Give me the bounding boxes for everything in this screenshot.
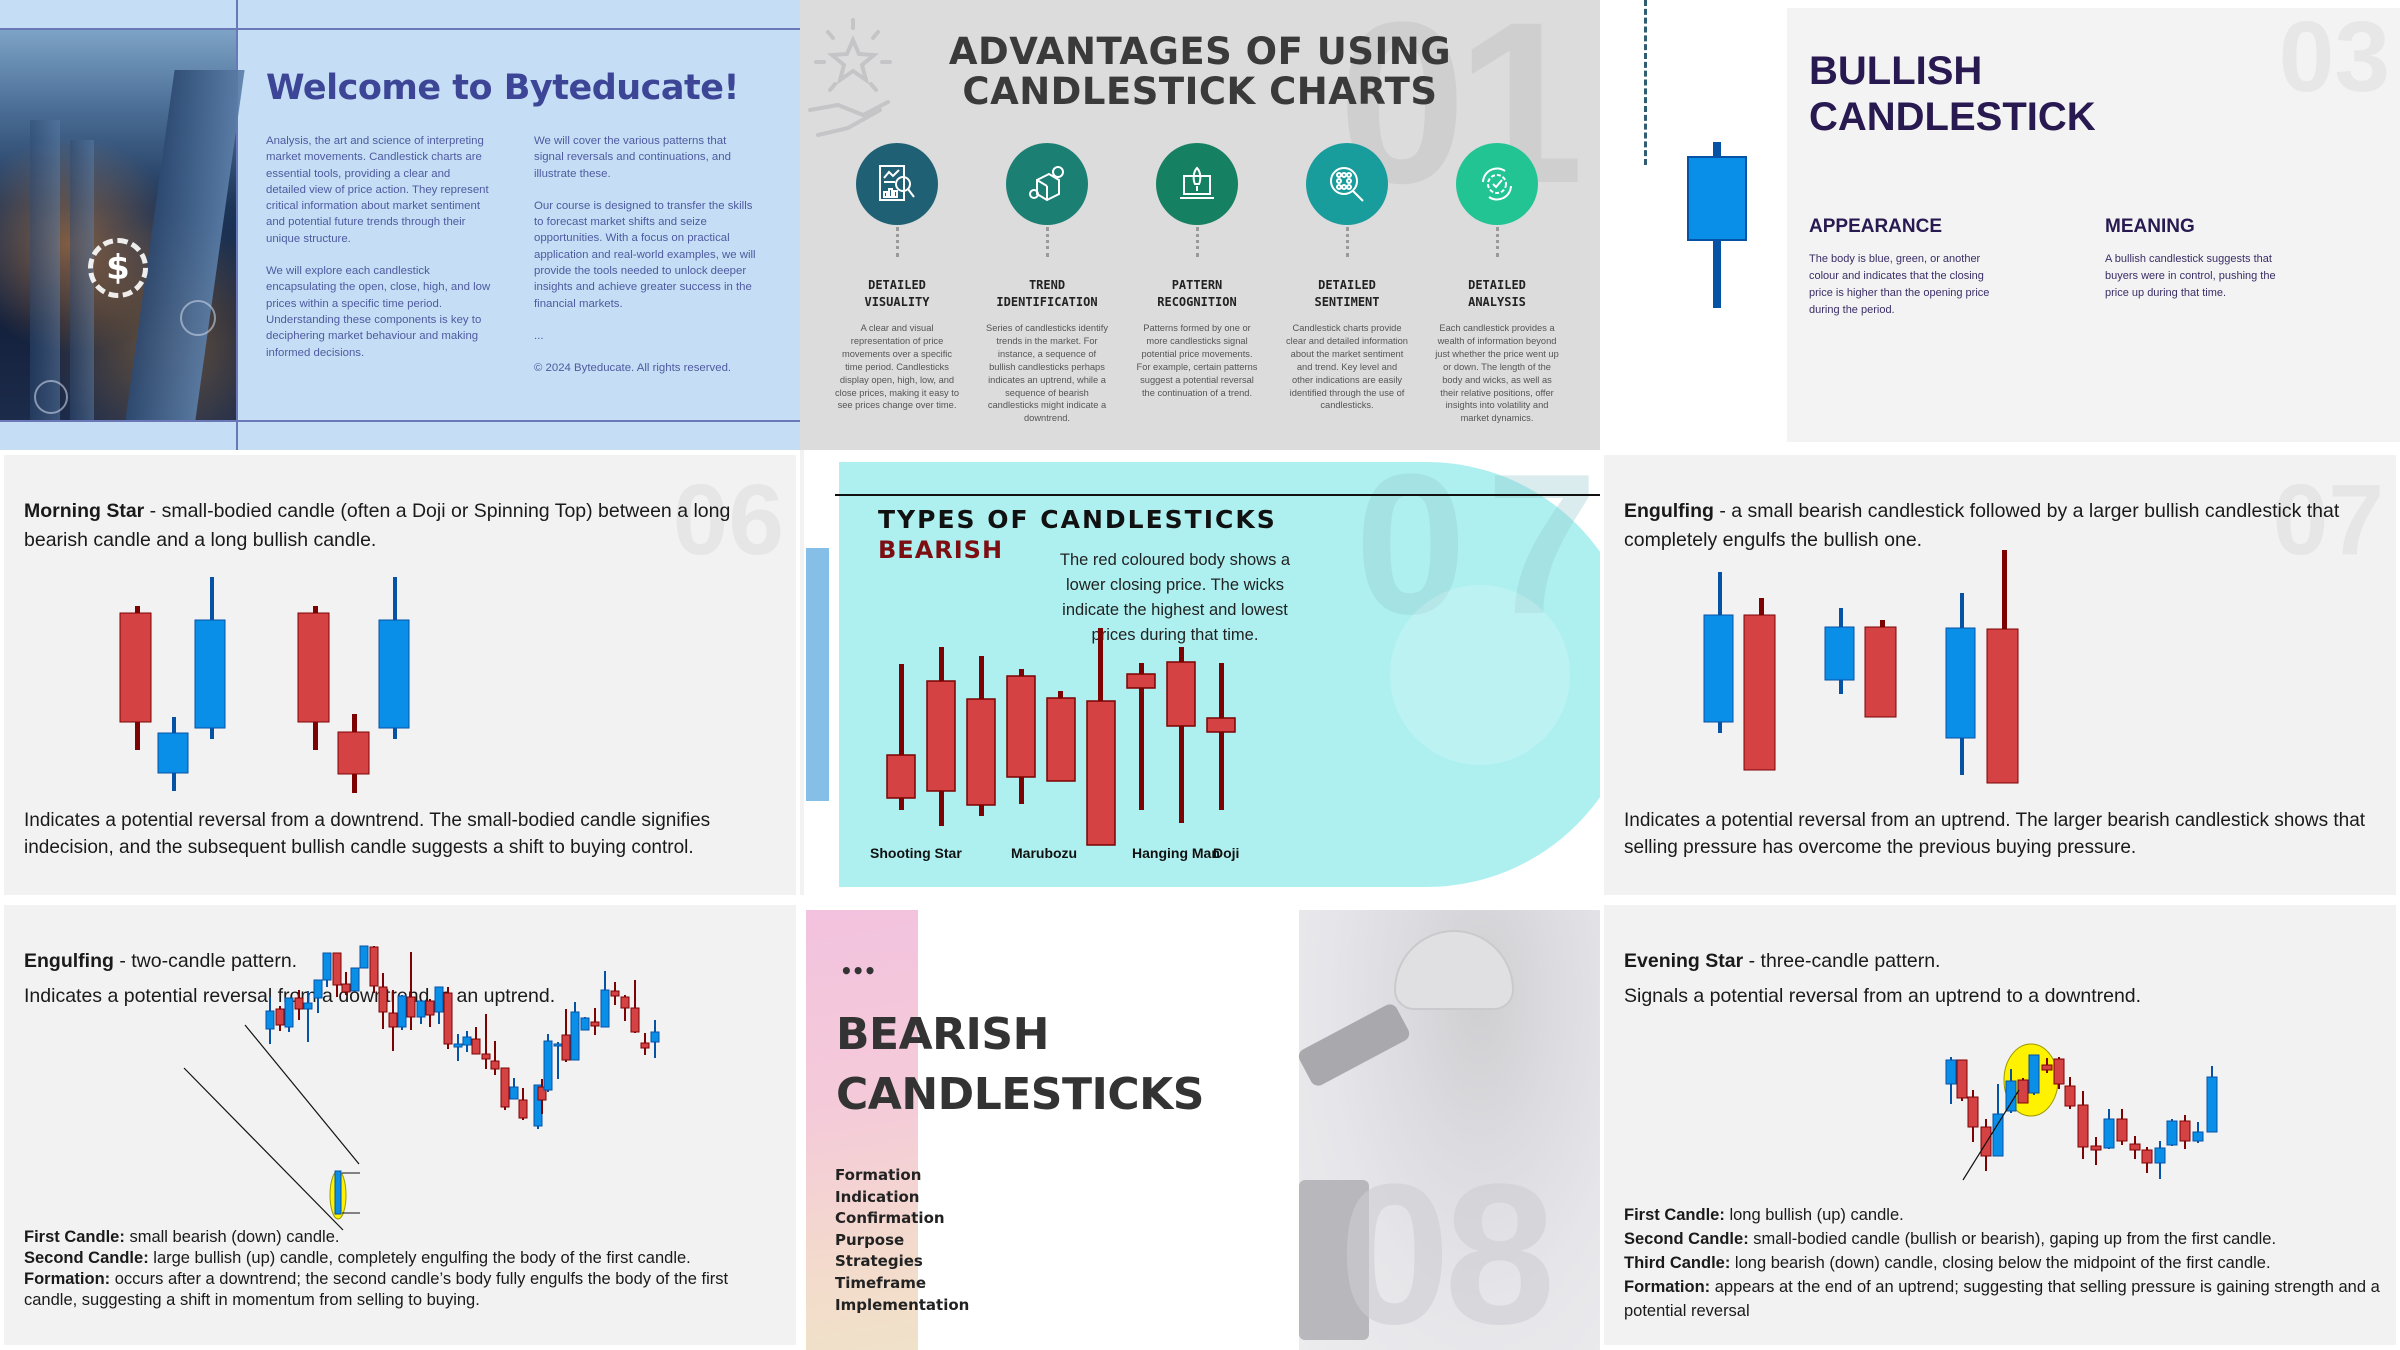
candle-label: Doji <box>1213 845 1240 861</box>
bullish-candlestick-slide[interactable]: 03 BULLISH CANDLESTICK APPEARANCE The bo… <box>1600 0 2400 450</box>
advantage-item: TREND IDENTIFICATION Series of candlestic… <box>972 143 1122 425</box>
divider-top <box>0 28 800 30</box>
advantages-title: ADVANTAGES OF USING CANDLESTICK CHARTS <box>948 30 1452 113</box>
paragraph: We will explore each candlestick encapsu… <box>266 265 491 359</box>
advantage-item: PATTERN RECOGNITION Patterns formed by on… <box>1122 143 1272 425</box>
slide-number: 06 <box>672 464 784 576</box>
star-hand-icon <box>808 18 892 137</box>
evening-star-slide[interactable]: Evening Star - three-candle pattern. Sig… <box>1604 905 2396 1345</box>
appearance-text: The body is blue, green, or another colo… <box>1809 253 1990 316</box>
candle-label: Shooting Star <box>870 845 962 861</box>
accent-bar <box>806 548 829 801</box>
pattern-footer: Indicates a potential reversal from a do… <box>24 810 711 858</box>
dollar-icon: $ <box>88 238 148 298</box>
engulfing-bearish-chart <box>1703 550 2019 784</box>
pattern-heading: Evening Star - three-candle pattern. Sig… <box>1624 947 2384 1011</box>
gear-cycle-check-icon <box>1456 143 1538 225</box>
report-magnifier-icon <box>856 143 938 225</box>
types-subtitle: BEARISH <box>878 536 1004 564</box>
candle-label: Hanging Man <box>1132 845 1220 861</box>
network-magnifier-icon <box>1306 143 1388 225</box>
advantage-item: DETAILED SENTIMENT Candlestick charts pro… <box>1272 143 1422 425</box>
bearish-candles-chart <box>886 628 1236 846</box>
welcome-slide[interactable]: $ Welcome to Byteducate! Analysis, the a… <box>0 0 800 450</box>
pattern-footer: Indicates a potential reversal from an u… <box>1624 810 2366 858</box>
topic-item[interactable]: Strategies <box>835 1252 923 1271</box>
copyright: © 2024 Byteducate. All rights reserved. <box>534 362 732 375</box>
slide-number: 07 <box>2272 464 2384 576</box>
box-gear-bulb-icon <box>1006 143 1088 225</box>
candle-label: Marubozu <box>1011 845 1078 861</box>
pattern-heading: Engulfing - a small bearish candlestick … <box>1624 500 2340 551</box>
divider-vertical <box>236 0 238 450</box>
paragraph: Analysis, the art and science of interpr… <box>266 135 489 245</box>
rocket-laptop-icon <box>1156 143 1238 225</box>
engulfing-bullish-price-chart <box>183 945 660 1231</box>
pattern-subheading: Signals a potential reversal from an upt… <box>1624 985 2142 1007</box>
welcome-column-1: Analysis, the art and science of interpr… <box>266 133 491 377</box>
topic-item[interactable]: Implementation <box>835 1295 970 1314</box>
city-network-image: $ <box>0 30 245 420</box>
title-rule <box>835 494 1600 496</box>
cart-icon <box>34 380 68 414</box>
topic-item[interactable]: Indication <box>835 1187 920 1206</box>
topic-list: Formation Indication Confirmation Purpos… <box>835 1165 969 1316</box>
ellipsis: ... <box>534 329 544 342</box>
morning-star-slide[interactable]: 06 Morning Star - small-bodied candle (o… <box>4 455 796 895</box>
types-title: TYPES OF CANDLESTICKS <box>878 505 1277 534</box>
bullish-info-card: 03 BULLISH CANDLESTICK APPEARANCE The bo… <box>1787 1 2400 442</box>
user-icon <box>180 300 216 336</box>
engulfing-bullish-slide[interactable]: Engulfing - two-candle pattern. Indicate… <box>4 905 796 1345</box>
bearish-candlesticks-slide[interactable]: ••• BEARISH CANDLESTICKS Formation Indic… <box>800 900 1600 1350</box>
slide-number: 03 <box>2278 1 2390 113</box>
ellipsis-icon: ••• <box>840 959 876 983</box>
gradient-strip <box>806 910 918 1350</box>
slide-number: 07 <box>1355 450 1600 656</box>
bearish-title: BEARISH CANDLESTICKS <box>836 1009 1204 1120</box>
appearance-heading: APPEARANCE <box>1809 216 1943 237</box>
pattern-heading: Morning Star - small-bodied candle (ofte… <box>24 500 731 551</box>
divider-bottom <box>0 420 800 422</box>
slide-number: 08 <box>1339 1143 1555 1350</box>
dashed-divider <box>1644 0 1647 165</box>
paragraph: We will cover the various patterns that … <box>534 135 731 180</box>
types-of-candlesticks-slide[interactable]: 07 TYPES OF CANDLESTICKS BEARISH The red… <box>800 450 1600 900</box>
welcome-title: Welcome to Byteducate! <box>266 68 739 108</box>
morning-star-chart <box>119 577 410 793</box>
advantages-list: DETAILED VISUALITY A clear and visual rep… <box>822 143 1578 425</box>
bullish-title: BULLISH CANDLESTICK <box>1809 49 2096 139</box>
topic-item[interactable]: Purpose <box>835 1230 905 1249</box>
meaning-heading: MEANING <box>2105 216 2195 237</box>
lab-microscope-photo: 08 <box>1296 910 1600 1350</box>
welcome-column-2: We will cover the various patterns that … <box>534 133 759 393</box>
types-description: The red coloured body shows a lower clos… <box>1059 551 1291 644</box>
topic-item[interactable]: Confirmation <box>835 1209 945 1228</box>
advantage-item: DETAILED ANALYSIS Each candlestick provid… <box>1422 143 1572 425</box>
evening-star-price-chart <box>1945 1043 2218 1181</box>
advantages-slide[interactable]: 01 ADVANTAGES OF USING CANDLESTICK CHART… <box>800 0 1600 450</box>
paragraph: Our course is designed to transfer the s… <box>534 199 756 310</box>
advantage-item: DETAILED VISUALITY A clear and visual rep… <box>822 143 972 425</box>
dotted-connector <box>895 227 899 257</box>
bullish-candle-illustration <box>1687 142 1747 308</box>
topic-item[interactable]: Timeframe <box>835 1273 927 1292</box>
topic-item[interactable]: Formation <box>835 1166 922 1184</box>
meaning-text: A bullish candlestick suggests that buye… <box>2105 253 2276 299</box>
pattern-details: First Candle: long bullish (up) candle. … <box>1624 1206 2380 1320</box>
pattern-details: First Candle: small bearish (down) candl… <box>24 1228 729 1309</box>
engulfing-bearish-slide[interactable]: 07 Engulfing - a small bearish candlesti… <box>1604 455 2396 895</box>
